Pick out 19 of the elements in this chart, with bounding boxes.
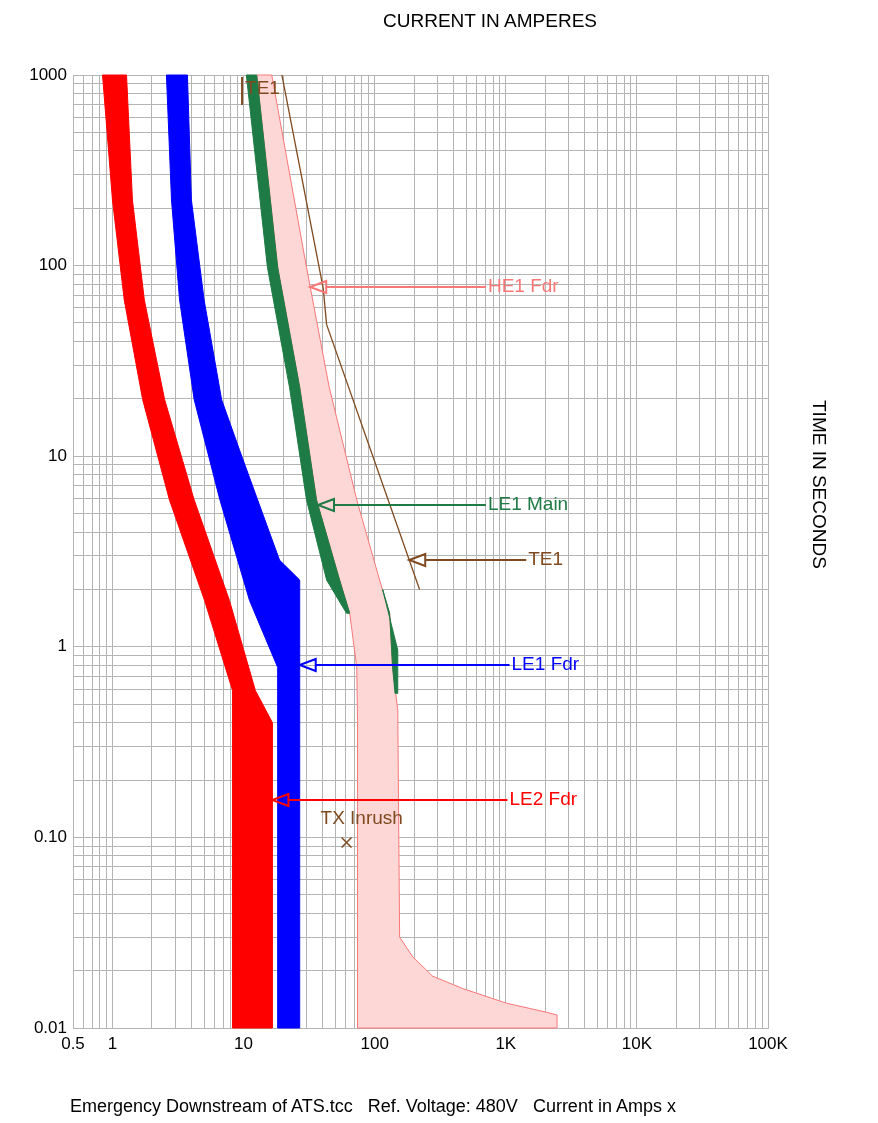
x-tick-label: 10 xyxy=(234,1033,254,1053)
x-tick-label: 100 xyxy=(360,1033,389,1053)
y-axis-title: TIME IN SECONDS xyxy=(808,400,830,569)
text: TE1 xyxy=(528,548,564,570)
y-tick-label: 100 xyxy=(38,255,67,275)
y-tick-label: 1000 xyxy=(29,64,67,84)
y-tick-label: 10 xyxy=(48,445,67,465)
series-label: TX Inrush xyxy=(320,806,403,828)
y-tick-label: 1 xyxy=(57,636,67,656)
x-axis-title: CURRENT IN AMPERES xyxy=(382,10,598,32)
text: LE1 Fdr xyxy=(511,653,580,675)
x-tick-label: 100K xyxy=(748,1033,789,1053)
x-tick-label: 1K xyxy=(495,1033,517,1053)
x-tick-label: 1 xyxy=(107,1033,118,1053)
text: LE2 Fdr xyxy=(509,788,578,810)
x-tick-label: 10K xyxy=(621,1033,653,1053)
y-tick-label: 0.10 xyxy=(33,827,67,847)
text: Emergency Downstream of ATS.tcc Ref. Voltage: 480V Current in Amps x xyxy=(70,1096,676,1117)
text: LE1 Main xyxy=(487,493,569,515)
